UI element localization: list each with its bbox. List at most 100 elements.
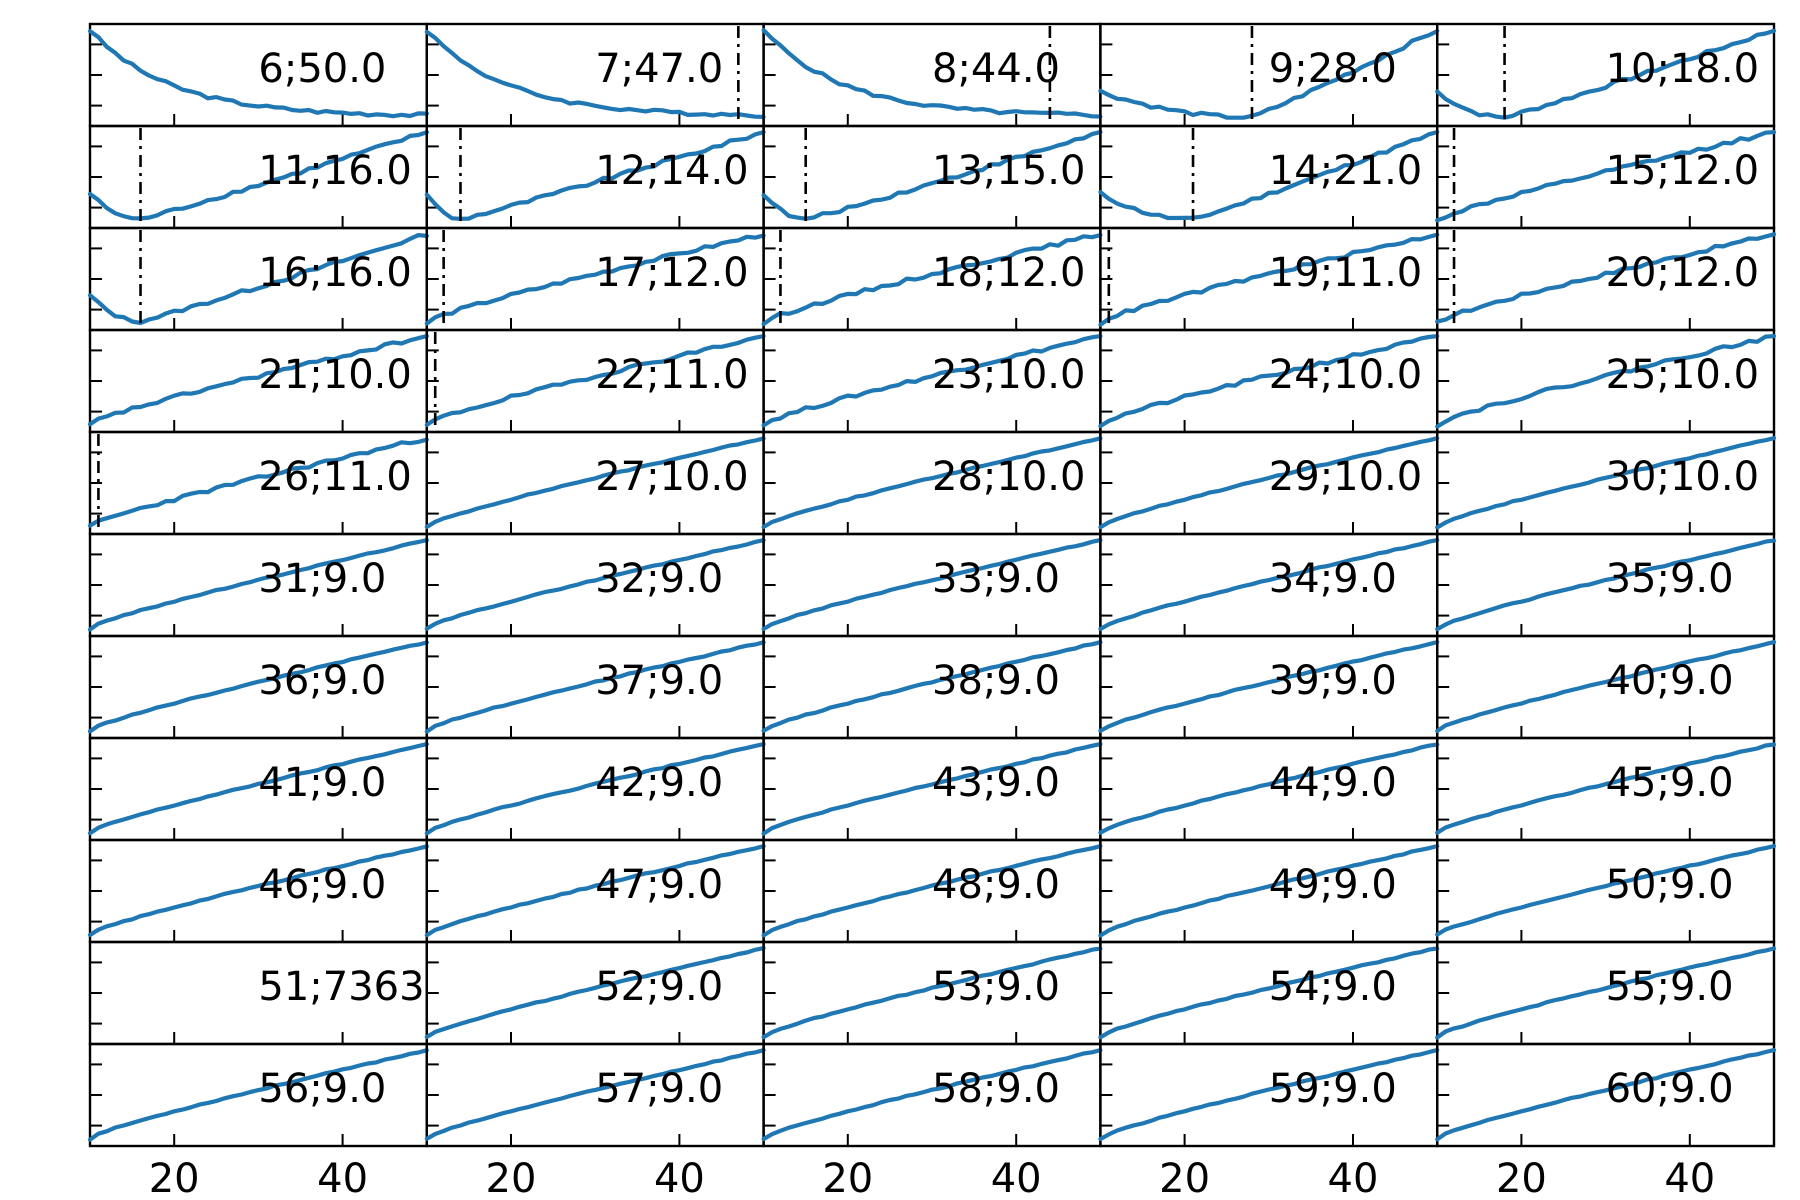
series-line xyxy=(87,537,429,632)
series-line xyxy=(1098,436,1440,530)
series-line xyxy=(1435,334,1777,429)
panel-51: 51;7363 xyxy=(88,940,428,1046)
panel-49: 49;9.0 xyxy=(1098,838,1440,944)
panel-13: 13;15.0 xyxy=(761,124,1103,230)
panel-35: 35;9.0 xyxy=(1435,532,1777,638)
panel-label: 10;18.0 xyxy=(1606,46,1759,92)
panel-label: 39;9.0 xyxy=(1269,658,1397,704)
panel-label: 18;12.0 xyxy=(932,250,1085,296)
x-tick-label: 20 xyxy=(822,1156,873,1200)
series-line xyxy=(424,233,766,326)
series-line xyxy=(1435,28,1777,120)
series-line xyxy=(424,1047,766,1141)
panel-label: 7;47.0 xyxy=(595,46,723,92)
panel-28: 28;10.0 xyxy=(761,430,1103,536)
series-line xyxy=(1098,639,1440,733)
panel-30: 30;10.0 xyxy=(1435,430,1777,536)
panel-33: 33;9.0 xyxy=(761,532,1103,638)
panel-label: 12;14.0 xyxy=(595,148,748,194)
series-line xyxy=(424,334,766,427)
series-line xyxy=(1435,538,1777,632)
panel-45: 45;9.0 xyxy=(1435,736,1777,842)
x-tick-label: 40 xyxy=(317,1156,368,1200)
series-line xyxy=(1435,232,1777,324)
panel-36: 36;9.0 xyxy=(87,634,429,740)
panel-grid: 6;50.0 7;47.0 8;44.0 9;28.0 10;18.0 11;16.0 12… xyxy=(87,22,1777,1148)
panel-9: 9;28.0 xyxy=(1098,22,1440,128)
series-line xyxy=(1098,130,1440,221)
panel-label: 46;9.0 xyxy=(258,862,386,908)
panel-label: 55;9.0 xyxy=(1606,964,1734,1010)
series-line xyxy=(1435,946,1777,1040)
panel-label: 58;9.0 xyxy=(932,1066,1060,1112)
series-line xyxy=(761,741,1103,836)
panel-57: 57;9.0 xyxy=(424,1042,766,1148)
panel-label: 48;9.0 xyxy=(932,862,1060,908)
series-line xyxy=(1098,334,1440,429)
panel-7: 7;47.0 xyxy=(424,22,766,128)
series-line xyxy=(424,741,766,836)
panel-label: 17;12.0 xyxy=(595,250,748,296)
series-line xyxy=(1435,843,1777,937)
panel-label: 20;12.0 xyxy=(1606,250,1759,296)
panel-label: 52;9.0 xyxy=(595,964,723,1010)
series-line xyxy=(761,946,1103,1040)
x-tick-label: 40 xyxy=(654,1156,705,1200)
panel-40: 40;9.0 xyxy=(1435,634,1777,740)
panel-label: 28;10.0 xyxy=(932,454,1085,500)
panel-22: 22;11.0 xyxy=(424,328,766,434)
series-line xyxy=(87,29,429,119)
panel-53: 53;9.0 xyxy=(761,940,1103,1046)
panel-8: 8;44.0 xyxy=(761,22,1103,128)
panel-50: 50;9.0 xyxy=(1435,838,1777,944)
panel-label: 50;9.0 xyxy=(1606,862,1734,908)
panel-label: 13;15.0 xyxy=(932,148,1085,194)
series-line xyxy=(87,741,429,836)
panel-label: 15;12.0 xyxy=(1606,148,1759,194)
panel-label: 43;9.0 xyxy=(932,760,1060,806)
panel-20: 20;12.0 xyxy=(1435,226,1777,332)
panel-label: 6;50.0 xyxy=(258,46,386,92)
series-line xyxy=(87,130,429,221)
panel-17: 17;12.0 xyxy=(424,226,766,332)
panel-38: 38;9.0 xyxy=(761,634,1103,740)
panel-label: 23;10.0 xyxy=(932,352,1085,398)
panel-label: 29;10.0 xyxy=(1269,454,1422,500)
panel-label: 25;10.0 xyxy=(1606,352,1759,398)
series-line xyxy=(424,29,766,120)
panel-label: 11;16.0 xyxy=(258,148,411,194)
series-line xyxy=(87,1048,429,1142)
panel-label: 51;7363 xyxy=(258,964,424,1010)
panel-10: 10;18.0 xyxy=(1435,22,1777,128)
series-line xyxy=(87,233,429,326)
series-line xyxy=(424,130,766,221)
x-axis-labels: 20 40 20 40 20 40 20 40 20 40 xyxy=(149,1156,1716,1200)
panel-12: 12;14.0 xyxy=(424,124,766,230)
x-tick-label: 40 xyxy=(1328,1156,1379,1200)
panel-label: 8;44.0 xyxy=(932,46,1060,92)
panel-19: 19;11.0 xyxy=(1098,226,1440,332)
panel-label: 9;28.0 xyxy=(1269,46,1397,92)
x-tick-label: 20 xyxy=(1159,1156,1210,1200)
x-tick-label: 40 xyxy=(1664,1156,1715,1200)
panel-label: 33;9.0 xyxy=(932,556,1060,602)
series-line xyxy=(87,437,429,528)
panel-label: 54;9.0 xyxy=(1269,964,1397,1010)
panel-32: 32;9.0 xyxy=(424,532,766,638)
panel-label: 35;9.0 xyxy=(1606,556,1734,602)
panel-37: 37;9.0 xyxy=(424,634,766,740)
panel-label: 36;9.0 xyxy=(258,658,386,704)
panel-46: 46;9.0 xyxy=(87,838,429,944)
panel-label: 34;9.0 xyxy=(1269,556,1397,602)
series-line xyxy=(761,28,1103,119)
series-line xyxy=(761,1047,1103,1142)
panel-label: 21;10.0 xyxy=(258,352,411,398)
panel-43: 43;9.0 xyxy=(761,736,1103,842)
panel-label: 42;9.0 xyxy=(595,760,723,806)
panel-26: 26;11.0 xyxy=(87,430,429,536)
panel-52: 52;9.0 xyxy=(424,940,766,1046)
panel-39: 39;9.0 xyxy=(1098,634,1440,740)
panel-label: 31;9.0 xyxy=(258,556,386,602)
series-line xyxy=(1435,130,1777,223)
panel-21: 21;10.0 xyxy=(87,328,429,434)
